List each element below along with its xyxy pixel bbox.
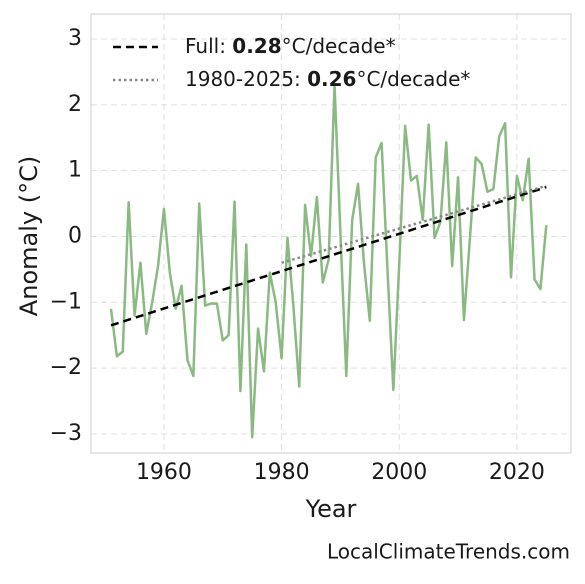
legend-text: 1980-2025: [185, 67, 307, 91]
x-tick-label: 2000 [371, 460, 427, 485]
plot-frame [90, 13, 572, 454]
y-tick-label: −2 [50, 355, 82, 380]
y-tick-label: −1 [50, 289, 82, 314]
legend-text: °C/decade* [282, 34, 396, 58]
y-tick-label: 0 [68, 223, 82, 248]
y-tick-label: 2 [68, 92, 82, 117]
x-tick-label: 1960 [136, 460, 192, 485]
x-tick-label: 2020 [489, 460, 545, 485]
y-tick-label: 3 [68, 26, 82, 51]
trend-line [281, 184, 547, 264]
x-axis-label: Year [305, 495, 357, 523]
y-tick-label: −3 [50, 421, 82, 446]
legend-text: Full: [185, 34, 232, 58]
trend-line [110, 185, 547, 327]
x-tick-label: 1980 [254, 460, 310, 485]
legend-label: 1980-2025: 0.26°C/decade* [185, 67, 470, 91]
y-tick-label: 1 [68, 158, 82, 183]
legend-label: Full: 0.28°C/decade* [185, 34, 396, 58]
legend-text: 0.26 [307, 67, 356, 91]
legend-text: °C/decade* [356, 67, 470, 91]
legend-text: 0.28 [232, 34, 281, 58]
data-line [109, 83, 548, 439]
footer: LocalClimateTrends.com [327, 540, 570, 564]
y-axis-label: Anomaly (°C) [15, 156, 43, 316]
